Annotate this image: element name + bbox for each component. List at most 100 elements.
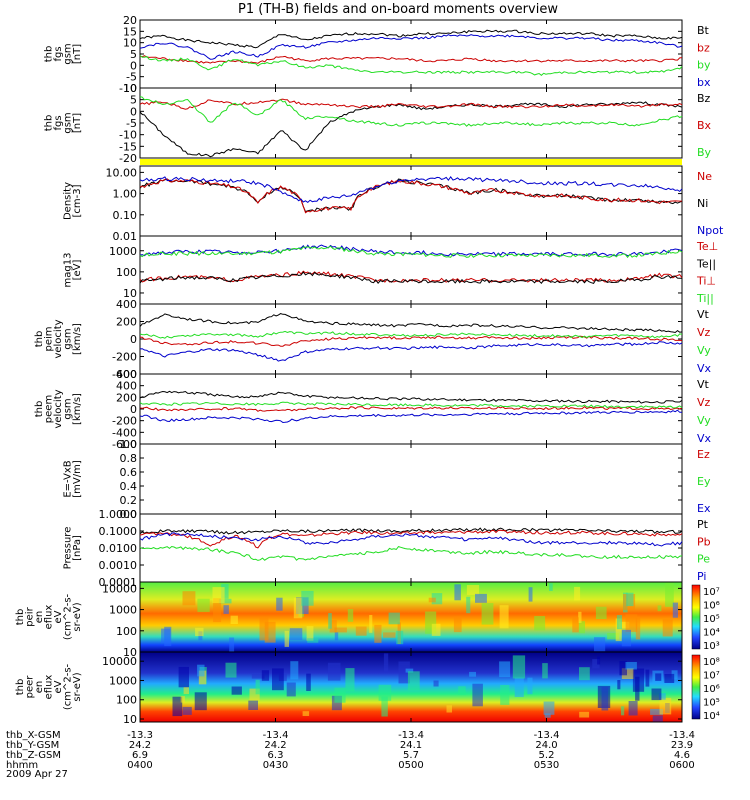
y-axis-label-line: fgs: [53, 46, 64, 61]
panel-frame: [139, 513, 683, 583]
spectrogram-texture: [221, 583, 229, 599]
spectrogram-texture: [621, 629, 631, 647]
spectrogram-texture: [534, 616, 546, 631]
spectrogram-texture: [512, 655, 526, 679]
ephemeris-label: thb_Z-GSM: [6, 750, 61, 761]
series-line: [139, 176, 683, 204]
spectrogram-texture: [544, 713, 551, 718]
y-tick-label: 200: [116, 316, 137, 329]
spectrogram-texture: [625, 662, 637, 670]
y-tick-label: 1.0: [120, 438, 138, 451]
series-line: [139, 178, 682, 214]
legend-entry: Ti⊥: [696, 275, 716, 288]
y-tick-label: -200: [112, 415, 137, 428]
legend-entry: Npot: [697, 224, 724, 237]
spectrogram-texture: [180, 696, 185, 703]
spectrogram-texture: [664, 673, 675, 683]
spectrogram-texture: [475, 593, 487, 603]
series-line: [139, 527, 683, 535]
y-tick-label: 0.0100: [99, 542, 138, 555]
spectrogram-texture: [579, 711, 590, 718]
colorbar-label: 10⁷: [703, 671, 720, 682]
y-tick-label: 10000: [102, 582, 137, 595]
y-axis-label-line: thb: [44, 115, 55, 132]
y-tick-label: 10.00: [106, 166, 138, 179]
spectrogram-texture: [659, 697, 672, 715]
spectrogram-texture: [635, 676, 640, 701]
spectrogram-texture: [658, 693, 666, 700]
y-tick-label: 100: [116, 694, 137, 707]
y-axis-label-line: velocity: [53, 389, 64, 428]
spectrogram-texture: [178, 666, 189, 688]
y-tick-label: 5: [130, 94, 137, 107]
ephemeris-value: 6.3: [268, 750, 284, 761]
colorbar: [691, 584, 701, 650]
y-tick-label: 0.0: [120, 508, 138, 521]
ephemeris-label: thb_Y-GSM: [6, 740, 59, 751]
y-axis-label: thbpeemvelocitygsm[km/s]: [34, 389, 83, 428]
colorbar-label: 10⁸: [703, 657, 720, 668]
y-tick-label: 5: [130, 48, 137, 61]
y-axis-label-line: sr-eV): [72, 602, 83, 631]
spectrogram-texture: [651, 688, 662, 701]
y-tick-label: 20: [123, 14, 137, 27]
y-tick-label: -10: [119, 129, 137, 142]
y-axis-label-line: [nT]: [72, 44, 83, 64]
spectrogram-texture: [229, 637, 235, 652]
spectrogram-texture: [284, 630, 289, 647]
ephemeris-value: 24.0: [535, 740, 557, 751]
y-axis-label: thbfgsgsm[nT]: [44, 43, 84, 64]
legend-entry: bz: [697, 41, 710, 54]
spectrogram-texture: [579, 667, 590, 681]
y-tick-label: 10000: [102, 655, 137, 668]
spectrogram-texture: [619, 660, 627, 676]
spectrogram-texture: [618, 621, 630, 629]
spectrogram-texture: [334, 687, 346, 703]
y-tick-label: 100: [116, 625, 137, 638]
colorbar-label: 10⁶: [703, 601, 720, 612]
spectrogram-texture: [329, 620, 337, 633]
legend-entry: Bt: [697, 24, 710, 37]
spectrogram-texture: [198, 670, 207, 685]
ephemeris-value: 24.2: [264, 740, 286, 751]
spectrogram-texture: [255, 679, 260, 695]
panel-stack: 20151050-5-10thbfgsgsm[nT]Btbzbybx1050-5…: [15, 14, 724, 726]
spectrogram-texture: [248, 700, 258, 710]
y-axis-label-line: en: [34, 681, 45, 694]
spectrogram-texture: [378, 684, 392, 701]
ephemeris-value: 0430: [263, 760, 288, 771]
y-tick-label: 0.01: [113, 230, 138, 243]
series-line: [139, 34, 683, 60]
y-tick-label: 0: [130, 403, 137, 416]
y-tick-label: -15: [119, 140, 137, 153]
series-line: [139, 330, 683, 339]
spectrogram-texture: [264, 621, 276, 643]
series-line: [139, 96, 683, 127]
spectrogram-texture: [251, 674, 265, 679]
spectrogram-texture: [381, 696, 388, 717]
spectrogram-texture: [183, 687, 189, 695]
y-tick-label: 1000: [109, 674, 137, 687]
colorbar-label: 10⁵: [703, 614, 720, 625]
spectrogram-texture: [383, 653, 389, 672]
y-axis-label: Pressure[nPa]: [63, 527, 84, 570]
spectrogram-texture: [499, 661, 511, 678]
spectrogram-texture: [405, 668, 414, 673]
plot-title: P1 (TH-B) fields and on-board moments ov…: [238, 2, 558, 17]
spectrogram-texture: [396, 630, 404, 645]
y-tick-label: 400: [116, 298, 137, 311]
y-axis-label-line: Pressure: [63, 527, 74, 570]
y-tick-label: 0: [130, 105, 137, 118]
spectrogram-texture: [230, 615, 238, 624]
ephemeris-table: thb_X-GSM -13.3 -13.4 -13.4 -13.4 -13.4 thb_Y-…: [6, 730, 695, 771]
spectrogram-texture: [259, 617, 269, 641]
spectrogram-texture: [212, 587, 225, 604]
panel-frame: [139, 235, 683, 305]
legend-entry: Ti||: [696, 292, 714, 305]
legend-entry: Ni: [697, 197, 708, 210]
legend-entry: By: [697, 146, 712, 159]
y-axis-label-line: [eV]: [72, 260, 83, 281]
spectrogram-texture: [657, 605, 662, 612]
spectrogram-texture: [286, 682, 296, 697]
legend-entry: Vt: [697, 308, 710, 321]
